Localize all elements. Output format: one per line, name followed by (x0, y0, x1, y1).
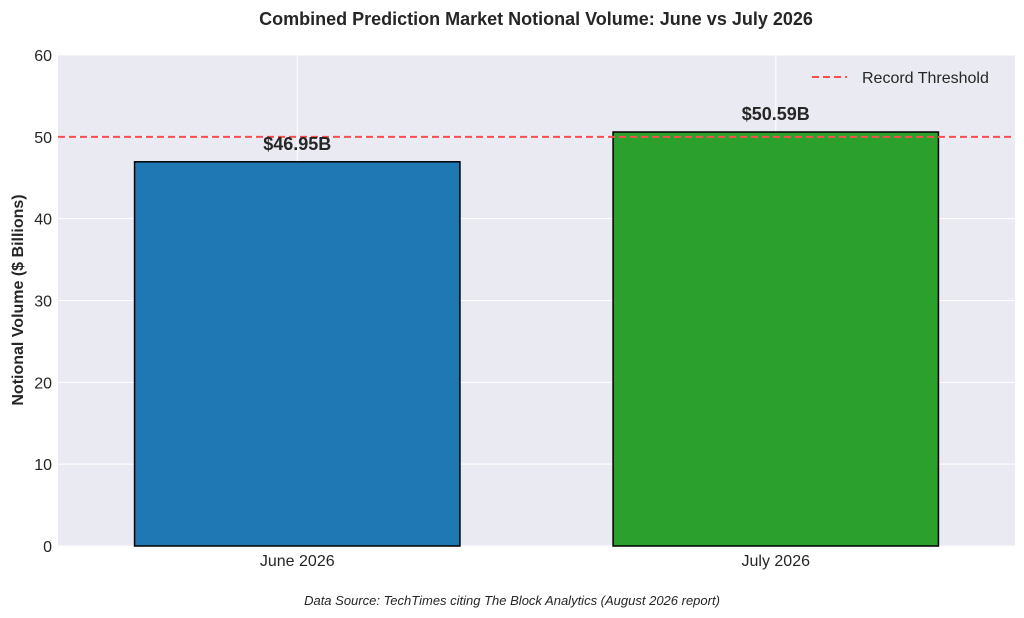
x-tick-label-1: July 2026 (742, 553, 811, 570)
y-tick-label-0: 0 (43, 539, 52, 556)
y-tick-label-6: 60 (34, 48, 52, 65)
bar-july-2026 (612, 131, 940, 547)
legend-label-record-threshold: Record Threshold (862, 70, 989, 87)
x-axis-ticks: June 2026 July 2026 (260, 553, 810, 570)
data-source-footnote: Data Source: TechTimes citing The Block … (304, 593, 720, 608)
bars (133, 131, 940, 547)
chart-title: Combined Prediction Market Notional Volu… (259, 9, 813, 29)
bar-value-label-0: $46.95B (263, 134, 331, 154)
y-axis-ticks: 0 10 20 30 40 50 60 (34, 48, 52, 556)
bar-june-2026 (133, 161, 461, 547)
bar-value-label-1: $50.59B (742, 104, 810, 124)
y-tick-label-4: 40 (34, 212, 52, 229)
bar-value-labels: $46.95B $50.59B (263, 104, 810, 154)
x-tick-label-0: June 2026 (260, 553, 335, 570)
y-tick-label-3: 30 (34, 294, 52, 311)
y-axis-label: Notional Volume ($ Billions) (10, 194, 27, 405)
y-tick-label-5: 50 (34, 130, 52, 147)
y-tick-label-2: 20 (34, 375, 52, 392)
y-tick-label-1: 10 (34, 457, 52, 474)
legend: Record Threshold (812, 70, 989, 87)
